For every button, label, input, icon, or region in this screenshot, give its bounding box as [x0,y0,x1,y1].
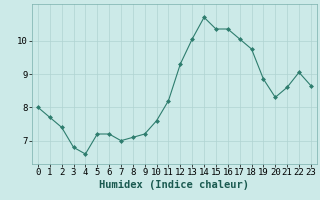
X-axis label: Humidex (Indice chaleur): Humidex (Indice chaleur) [100,180,249,190]
